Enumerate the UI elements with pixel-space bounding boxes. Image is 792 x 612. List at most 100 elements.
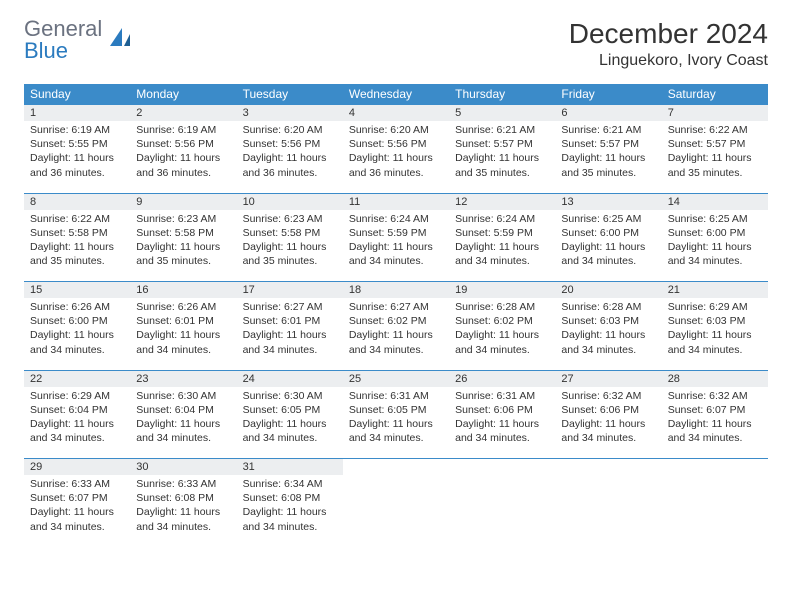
day-cell: Sunrise: 6:32 AMSunset: 6:06 PMDaylight:… xyxy=(555,387,661,452)
day-number: 11 xyxy=(343,194,449,210)
sunset-line: Sunset: 5:58 PM xyxy=(243,226,337,240)
sunset-line: Sunset: 6:03 PM xyxy=(561,314,655,328)
location: Linguekoro, Ivory Coast xyxy=(569,52,768,70)
day-number-row: 891011121314 xyxy=(24,193,768,210)
sunrise-line: Sunrise: 6:31 AM xyxy=(455,389,549,403)
day-cell: Sunrise: 6:29 AMSunset: 6:04 PMDaylight:… xyxy=(24,387,130,452)
day-number-row: 1234567 xyxy=(24,105,768,122)
day-number: 10 xyxy=(237,194,343,210)
sunset-line: Sunset: 5:57 PM xyxy=(668,137,762,151)
day-cell: Sunrise: 6:25 AMSunset: 6:00 PMDaylight:… xyxy=(555,210,661,275)
title-block: December 2024 Linguekoro, Ivory Coast xyxy=(569,18,768,70)
day-cell: Sunrise: 6:30 AMSunset: 6:05 PMDaylight:… xyxy=(237,387,343,452)
weekday-header: Wednesday xyxy=(343,84,449,105)
sunrise-line: Sunrise: 6:25 AM xyxy=(668,212,762,226)
sunrise-line: Sunrise: 6:22 AM xyxy=(668,123,762,137)
day-number: 2 xyxy=(130,105,236,121)
sunrise-line: Sunrise: 6:29 AM xyxy=(30,389,124,403)
sunset-line: Sunset: 6:08 PM xyxy=(243,491,337,505)
sunrise-line: Sunrise: 6:20 AM xyxy=(349,123,443,137)
day-cell: Sunrise: 6:26 AMSunset: 6:01 PMDaylight:… xyxy=(130,298,236,363)
logo: General Blue xyxy=(24,18,134,62)
day-cell: Sunrise: 6:19 AMSunset: 5:56 PMDaylight:… xyxy=(130,121,236,186)
daylight-line: Daylight: 11 hours and 36 minutes. xyxy=(30,151,124,179)
weekday-header: Tuesday xyxy=(237,84,343,105)
sunrise-line: Sunrise: 6:27 AM xyxy=(349,300,443,314)
sunset-line: Sunset: 6:02 PM xyxy=(349,314,443,328)
daylight-line: Daylight: 11 hours and 35 minutes. xyxy=(243,240,337,268)
day-cell: Sunrise: 6:28 AMSunset: 6:02 PMDaylight:… xyxy=(449,298,555,363)
sunrise-line: Sunrise: 6:33 AM xyxy=(136,477,230,491)
day-cell: Sunrise: 6:24 AMSunset: 5:59 PMDaylight:… xyxy=(449,210,555,275)
sunset-line: Sunset: 5:55 PM xyxy=(30,137,124,151)
daylight-line: Daylight: 11 hours and 34 minutes. xyxy=(30,417,124,445)
sunrise-line: Sunrise: 6:31 AM xyxy=(349,389,443,403)
logo-text: General Blue xyxy=(24,18,102,62)
weekday-header: Monday xyxy=(130,84,236,105)
day-number: 3 xyxy=(237,105,343,121)
calendar-week: Sunrise: 6:26 AMSunset: 6:00 PM Daylight:… xyxy=(24,298,768,370)
sunset-line: Sunset: 5:56 PM xyxy=(349,137,443,151)
day-number: 28 xyxy=(662,371,768,387)
sunrise-line: Sunrise: 6:28 AM xyxy=(455,300,549,314)
weekday-header: Saturday xyxy=(662,84,768,105)
daylight-line: Daylight: 11 hours and 35 minutes. xyxy=(136,240,230,268)
sunrise-line: Sunrise: 6:19 AM xyxy=(136,123,230,137)
sunset-line: Sunset: 5:58 PM xyxy=(136,226,230,240)
day-number: 15 xyxy=(24,282,130,298)
day-number: 4 xyxy=(343,105,449,121)
day-number: 13 xyxy=(555,194,661,210)
day-number: 29 xyxy=(24,459,130,475)
day-cell: Sunrise: 6:34 AMSunset: 6:08 PMDaylight:… xyxy=(237,475,343,540)
day-number: 14 xyxy=(662,194,768,210)
day-number: 24 xyxy=(237,371,343,387)
sunrise-line: Sunrise: 6:29 AM xyxy=(668,300,762,314)
sunset-line: Sunset: 6:06 PM xyxy=(561,403,655,417)
sunset-line: Sunset: 6:04 PM xyxy=(136,403,230,417)
sunrise-line: Sunrise: 6:21 AM xyxy=(561,123,655,137)
day-number: 19 xyxy=(449,282,555,298)
day-cell: Sunrise: 6:20 AMSunset: 5:56 PMDaylight:… xyxy=(237,121,343,186)
sunrise-line: Sunrise: 6:23 AM xyxy=(243,212,337,226)
daylight-line: Daylight: 11 hours and 34 minutes. xyxy=(30,505,124,533)
calendar-week: Sunrise: 6:33 AMSunset: 6:07 PMDaylight:… xyxy=(24,475,768,547)
sunrise-line: Sunrise: 6:19 AM xyxy=(30,123,124,137)
daylight-line: Daylight: 11 hours and 35 minutes. xyxy=(30,240,124,268)
day-cell: Sunrise: 6:21 AMSunset: 5:57 PMDaylight:… xyxy=(555,121,661,186)
day-number: 27 xyxy=(555,371,661,387)
sunrise-line: Sunrise: 6:25 AM xyxy=(561,212,655,226)
sunrise-line: Sunrise: 6:22 AM xyxy=(30,212,124,226)
day-number: 18 xyxy=(343,282,449,298)
weekday-header-row: SundayMondayTuesdayWednesdayThursdayFrid… xyxy=(24,84,768,105)
day-number: 21 xyxy=(662,282,768,298)
sunrise-line: Sunrise: 6:27 AM xyxy=(243,300,337,314)
day-cell: Sunrise: 6:29 AMSunset: 6:03 PMDaylight:… xyxy=(662,298,768,363)
sunrise-line: Sunrise: 6:24 AM xyxy=(455,212,549,226)
sunset-line: Sunset: 5:57 PM xyxy=(561,137,655,151)
day-number: 7 xyxy=(662,105,768,121)
day-cell: Sunrise: 6:33 AMSunset: 6:08 PMDaylight:… xyxy=(130,475,236,540)
sunset-line: Sunset: 6:07 PM xyxy=(668,403,762,417)
header: General Blue December 2024 Linguekoro, I… xyxy=(24,18,768,70)
day-number-row: 293031 xyxy=(24,459,768,476)
month-title: December 2024 xyxy=(569,18,768,50)
daylight-line: Daylight: 11 hours and 34 minutes. xyxy=(455,240,549,268)
sunset-line: Sunset: 6:00 PM xyxy=(30,314,124,328)
day-cell: Sunrise: 6:22 AMSunset: 5:57 PMDaylight:… xyxy=(662,121,768,186)
day-number: 31 xyxy=(237,459,343,475)
daylight-line: Daylight: 11 hours and 34 minutes. xyxy=(561,240,655,268)
day-number: 30 xyxy=(130,459,236,475)
day-number: 17 xyxy=(237,282,343,298)
daylight-line: Daylight: 11 hours and 34 minutes. xyxy=(243,417,337,445)
daylight-line: Daylight: 11 hours and 34 minutes. xyxy=(668,417,762,445)
sunset-line: Sunset: 6:04 PM xyxy=(30,403,124,417)
day-cell: Sunrise: 6:30 AMSunset: 6:04 PMDaylight:… xyxy=(130,387,236,452)
sunrise-line: Sunrise: 6:26 AM xyxy=(30,300,124,314)
day-number: 8 xyxy=(24,194,130,210)
sunrise-line: Sunrise: 6:33 AM xyxy=(30,477,124,491)
sunset-line: Sunset: 6:03 PM xyxy=(668,314,762,328)
day-cell: Sunrise: 6:20 AMSunset: 5:56 PMDaylight:… xyxy=(343,121,449,186)
weekday-header: Sunday xyxy=(24,84,130,105)
daylight-line: Daylight: 11 hours and 34 minutes. xyxy=(349,328,443,356)
daylight-line: Daylight: 11 hours and 34 minutes. xyxy=(455,328,549,356)
